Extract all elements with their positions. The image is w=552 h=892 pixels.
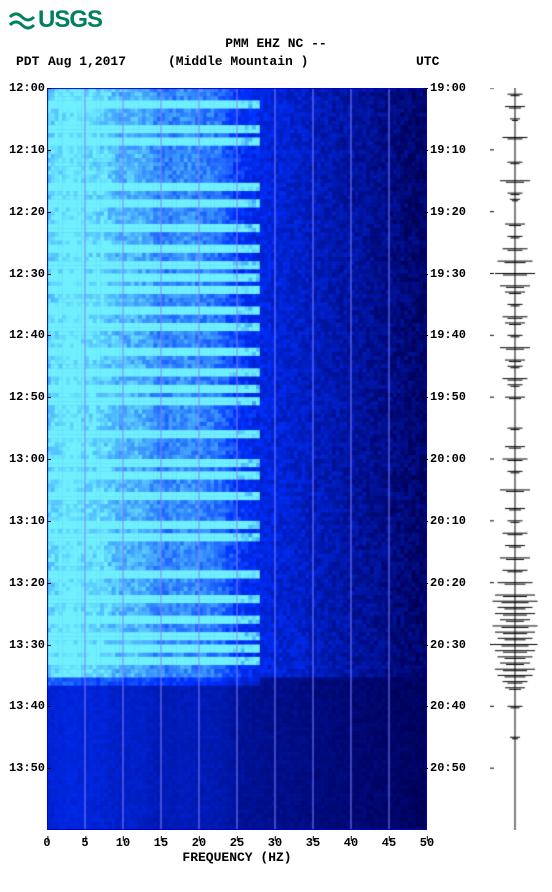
- y-tick-left: 13:30: [0, 638, 45, 652]
- x-tick: 30: [268, 836, 282, 850]
- y-axis-right: 19:0019:1019:2019:3019:4019:5020:0020:10…: [430, 88, 475, 830]
- date-label: Aug 1,2017: [48, 54, 126, 69]
- x-axis-ticks: 05101520253035404550: [47, 830, 427, 850]
- y-tick-left: 13:50: [0, 761, 45, 775]
- spectrogram-plot: [47, 88, 427, 830]
- x-tick: 25: [230, 836, 244, 850]
- y-tick-right: 20:20: [430, 576, 475, 590]
- x-tick: 35: [306, 836, 320, 850]
- station-code: PMM EHZ NC --: [0, 36, 552, 51]
- x-axis-label: FREQUENCY (HZ): [47, 850, 427, 865]
- y-tick-left: 12:20: [0, 205, 45, 219]
- y-tick-left: 12:10: [0, 143, 45, 157]
- x-tick: 50: [420, 836, 434, 850]
- y-tick-right: 19:10: [430, 143, 475, 157]
- station-name: (Middle Mountain ): [168, 54, 308, 69]
- x-tick: 15: [154, 836, 168, 850]
- y-tick-right: 20:50: [430, 761, 475, 775]
- y-tick-left: 12:50: [0, 390, 45, 404]
- y-tick-right: 20:30: [430, 638, 475, 652]
- tz-right-label: UTC: [416, 54, 439, 69]
- x-tick: 10: [116, 836, 130, 850]
- y-tick-right: 19:00: [430, 81, 475, 95]
- x-tick: 20: [192, 836, 206, 850]
- y-tick-left: 13:10: [0, 514, 45, 528]
- y-tick-left: 13:20: [0, 576, 45, 590]
- chart-header: PMM EHZ NC --: [0, 36, 552, 51]
- y-tick-left: 12:40: [0, 328, 45, 342]
- x-tick: 45: [382, 836, 396, 850]
- y-tick-right: 19:30: [430, 267, 475, 281]
- y-tick-right: 20:40: [430, 699, 475, 713]
- tz-left-label: PDT: [16, 54, 39, 69]
- x-tick: 0: [43, 836, 50, 850]
- waveform-strip: [490, 88, 540, 830]
- y-tick-left: 13:40: [0, 699, 45, 713]
- y-axis-left: 12:0012:1012:2012:3012:4012:5013:0013:10…: [0, 88, 45, 830]
- y-tick-right: 19:50: [430, 390, 475, 404]
- logo-text: USGS: [38, 6, 102, 34]
- y-tick-right: 19:20: [430, 205, 475, 219]
- usgs-logo: USGS: [8, 6, 102, 34]
- y-tick-right: 20:10: [430, 514, 475, 528]
- x-tick: 40: [344, 836, 358, 850]
- y-tick-right: 19:40: [430, 328, 475, 342]
- y-tick-right: 20:00: [430, 452, 475, 466]
- x-tick: 5: [81, 836, 88, 850]
- y-tick-left: 12:00: [0, 81, 45, 95]
- y-tick-left: 13:00: [0, 452, 45, 466]
- y-tick-left: 12:30: [0, 267, 45, 281]
